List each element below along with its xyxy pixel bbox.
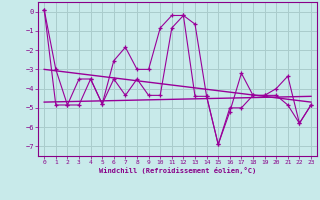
X-axis label: Windchill (Refroidissement éolien,°C): Windchill (Refroidissement éolien,°C) (99, 167, 256, 174)
